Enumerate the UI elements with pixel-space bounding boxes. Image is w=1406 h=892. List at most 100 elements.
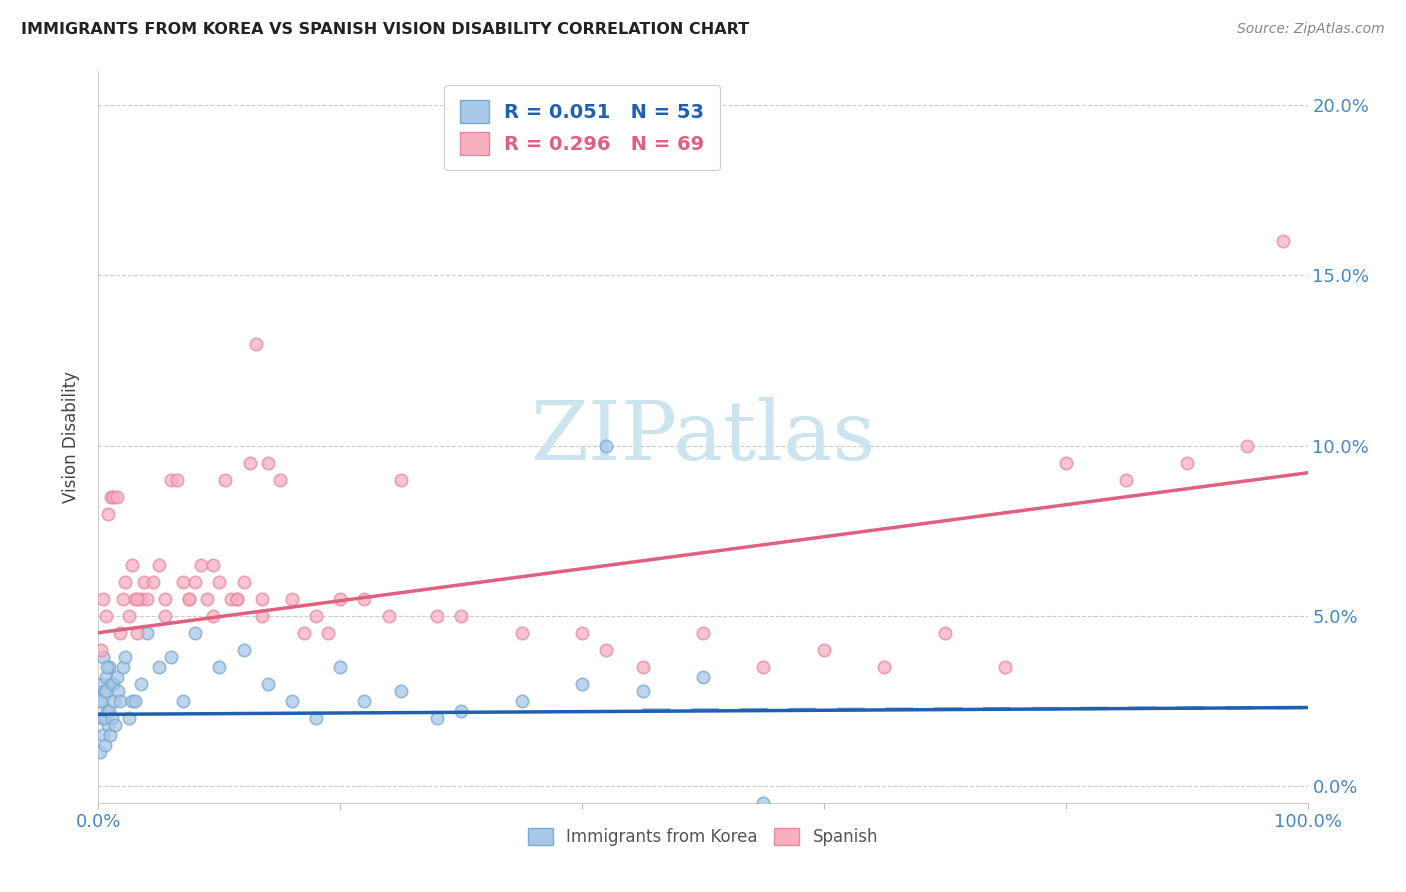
Point <box>692 625 714 640</box>
Point <box>121 694 143 708</box>
Point <box>93 711 115 725</box>
Point <box>208 659 231 673</box>
Point <box>305 711 328 725</box>
Point <box>389 683 412 698</box>
Point <box>389 473 412 487</box>
Point <box>108 694 131 708</box>
Point <box>91 711 114 725</box>
Point <box>353 694 375 708</box>
Point <box>111 659 134 673</box>
Point <box>96 659 118 673</box>
Point <box>148 558 170 572</box>
Point <box>114 649 136 664</box>
Point <box>256 677 278 691</box>
Point <box>329 659 352 673</box>
Point <box>172 574 194 589</box>
Point <box>101 677 124 691</box>
Point <box>108 625 131 640</box>
Point <box>166 473 188 487</box>
Y-axis label: Vision Disability: Vision Disability <box>62 371 80 503</box>
Point <box>98 728 121 742</box>
Point <box>571 677 593 691</box>
Point <box>107 683 129 698</box>
Point <box>994 659 1017 673</box>
Point <box>98 659 121 673</box>
Point <box>329 591 352 606</box>
Point <box>134 574 156 589</box>
Point <box>142 574 165 589</box>
Point <box>631 659 654 673</box>
Point <box>127 625 149 640</box>
Point <box>90 694 112 708</box>
Point <box>124 694 146 708</box>
Point <box>118 608 141 623</box>
Point <box>226 591 249 606</box>
Point <box>101 490 124 504</box>
Point <box>1236 439 1258 453</box>
Point <box>195 591 218 606</box>
Point <box>89 745 111 759</box>
Point <box>90 642 112 657</box>
Point <box>114 574 136 589</box>
Point <box>94 608 117 623</box>
Point <box>426 711 449 725</box>
Point <box>450 704 472 718</box>
Point <box>160 473 183 487</box>
Point <box>214 473 236 487</box>
Point <box>121 558 143 572</box>
Point <box>269 473 291 487</box>
Point <box>91 728 114 742</box>
Point <box>1054 456 1077 470</box>
Point <box>571 625 593 640</box>
Point <box>94 738 117 752</box>
Point <box>692 670 714 684</box>
Point <box>245 336 267 351</box>
Point <box>595 439 617 453</box>
Point <box>160 649 183 664</box>
Point <box>96 704 118 718</box>
Point <box>239 456 262 470</box>
Point <box>179 591 201 606</box>
Point <box>510 694 533 708</box>
Point <box>129 677 152 691</box>
Point <box>202 558 225 572</box>
Point <box>595 642 617 657</box>
Point <box>89 694 111 708</box>
Point <box>90 677 112 691</box>
Point <box>118 711 141 725</box>
Point <box>305 608 328 623</box>
Point <box>105 670 128 684</box>
Point <box>103 694 125 708</box>
Point <box>190 558 212 572</box>
Point <box>232 642 254 657</box>
Point <box>100 677 122 691</box>
Point <box>100 490 122 504</box>
Point <box>172 694 194 708</box>
Point <box>124 591 146 606</box>
Point <box>111 591 134 606</box>
Point <box>97 704 120 718</box>
Point <box>752 796 775 810</box>
Point <box>153 591 176 606</box>
Point <box>377 608 399 623</box>
Point <box>202 608 225 623</box>
Text: IMMIGRANTS FROM KOREA VS SPANISH VISION DISABILITY CORRELATION CHART: IMMIGRANTS FROM KOREA VS SPANISH VISION … <box>21 22 749 37</box>
Point <box>135 625 157 640</box>
Point <box>232 574 254 589</box>
Point <box>94 670 117 684</box>
Point <box>96 683 118 698</box>
Point <box>292 625 315 640</box>
Legend: Immigrants from Korea, Spanish: Immigrants from Korea, Spanish <box>522 822 884 853</box>
Point <box>91 591 114 606</box>
Point <box>93 683 115 698</box>
Point <box>104 717 127 731</box>
Point <box>873 659 896 673</box>
Point <box>100 711 122 725</box>
Point <box>510 625 533 640</box>
Point <box>179 591 201 606</box>
Point <box>184 574 207 589</box>
Point <box>129 591 152 606</box>
Point <box>813 642 835 657</box>
Point <box>153 608 176 623</box>
Point <box>450 608 472 623</box>
